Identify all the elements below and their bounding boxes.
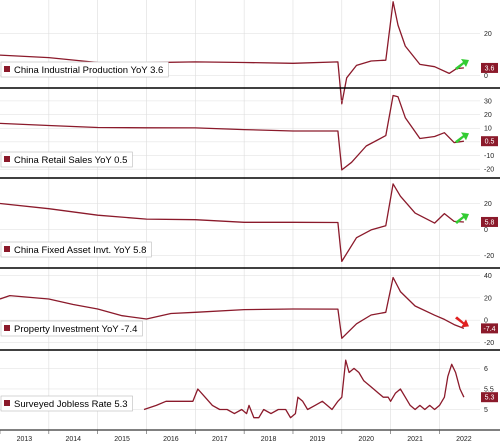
y-tick-label: -20 [484, 340, 494, 347]
legend-box [0, 320, 143, 337]
panel-title: China Fixed Asset Invt. YoY 5.8 [14, 245, 146, 256]
panel-title: China Industrial Production YoY 3.6 [14, 65, 163, 76]
x-tick-label: 2016 [163, 436, 179, 443]
y-tick-label: 5 [484, 407, 488, 414]
legend-swatch [4, 325, 10, 331]
last-value-label: 5.3 [485, 395, 495, 402]
last-value-marker [481, 136, 498, 147]
last-value-label: 0.5 [485, 139, 495, 146]
panel-legend: Surveyed Jobless Rate 5.3 [0, 395, 133, 412]
series-line [0, 276, 465, 339]
y-tick-label: -20 [484, 167, 494, 174]
last-value-marker [481, 62, 498, 73]
y-tick-label: 5.5 [484, 386, 494, 393]
down-arrow-icon [455, 316, 469, 328]
x-tick-label: 2020 [358, 436, 374, 443]
panel-legend: China Fixed Asset Invt. YoY 5.8 [0, 241, 152, 258]
y-tick-label: 20 [484, 31, 492, 38]
y-tick-label: 10 [484, 126, 492, 133]
y-tick-label: 40 [484, 273, 492, 280]
legend-box [0, 241, 152, 258]
y-tick-label: -10 [484, 153, 494, 160]
y-tick-label: 0 [484, 227, 488, 234]
up-arrow-icon [455, 212, 469, 224]
y-tick-label: 20 [484, 201, 492, 208]
panel-title: Property Investment YoY -7.4 [14, 324, 137, 335]
y-tick-label: 20 [484, 112, 492, 119]
panel-legend: China Retail Sales YoY 0.5 [0, 151, 133, 168]
y-tick-label: -20 [484, 253, 494, 260]
x-axis: 2013 2014 2015 2016 2017 2018 2019 2020 2021 2022 [0, 429, 500, 443]
up-arrow-icon [455, 58, 469, 70]
series-line [143, 359, 465, 419]
x-tick-label: 2015 [114, 436, 130, 443]
last-value-marker [481, 392, 498, 403]
x-tick-label: 2022 [456, 436, 472, 443]
series-line [0, 94, 464, 171]
x-tick-label: 2014 [65, 436, 81, 443]
x-tick-label: 2019 [310, 436, 326, 443]
legend-box [0, 395, 133, 412]
chart-panel-1: 0 20 3.6 China Industrial Production YoY 3.… [0, 1, 498, 105]
last-value-label: 5.8 [485, 219, 495, 226]
panel-title: China Retail Sales YoY 0.5 [14, 155, 127, 166]
up-arrow-icon [455, 132, 469, 144]
chart-panel-3: 20 0 -20 5.8 China Fixed Asset Invt. YoY 5.8 [0, 177, 500, 263]
y-tick-label: 20 [484, 295, 492, 302]
legend-box [0, 151, 133, 168]
series-line [0, 183, 464, 263]
x-tick-label: 2013 [17, 436, 33, 443]
y-tick-label: 6 [484, 366, 488, 373]
legend-box [0, 61, 169, 78]
x-tick-label: 2018 [261, 436, 277, 443]
x-tick-label: 2017 [212, 436, 228, 443]
last-value-marker [481, 216, 498, 227]
last-value-marker [481, 323, 498, 334]
last-value-label: 3.6 [485, 65, 495, 72]
y-tick-label: 0 [484, 318, 488, 325]
panel-legend: Property Investment YoY -7.4 [0, 320, 143, 337]
legend-swatch [4, 400, 10, 406]
y-tick-label: 30 [484, 98, 492, 105]
legend-swatch [4, 66, 10, 72]
legend-swatch [4, 246, 10, 252]
chart-panel-5: 6 5.5 5 5.3 Surveyed Jobless Rate 5.3 [0, 349, 500, 419]
last-value-label: -7.4 [483, 326, 495, 333]
chart-panel-4: 40 20 0 -20 -7.4 Property Investment YoY -7.4 [0, 267, 500, 347]
panel-legend: China Industrial Production YoY 3.6 [0, 61, 169, 78]
chart-panels: 0 20 3.6 China Industrial Production YoY 3.… [0, 1, 500, 419]
legend-swatch [4, 156, 10, 162]
y-tick-label: 0 [484, 73, 488, 80]
panel-title: Surveyed Jobless Rate 5.3 [14, 399, 128, 410]
x-tick-label: 2021 [407, 436, 423, 443]
